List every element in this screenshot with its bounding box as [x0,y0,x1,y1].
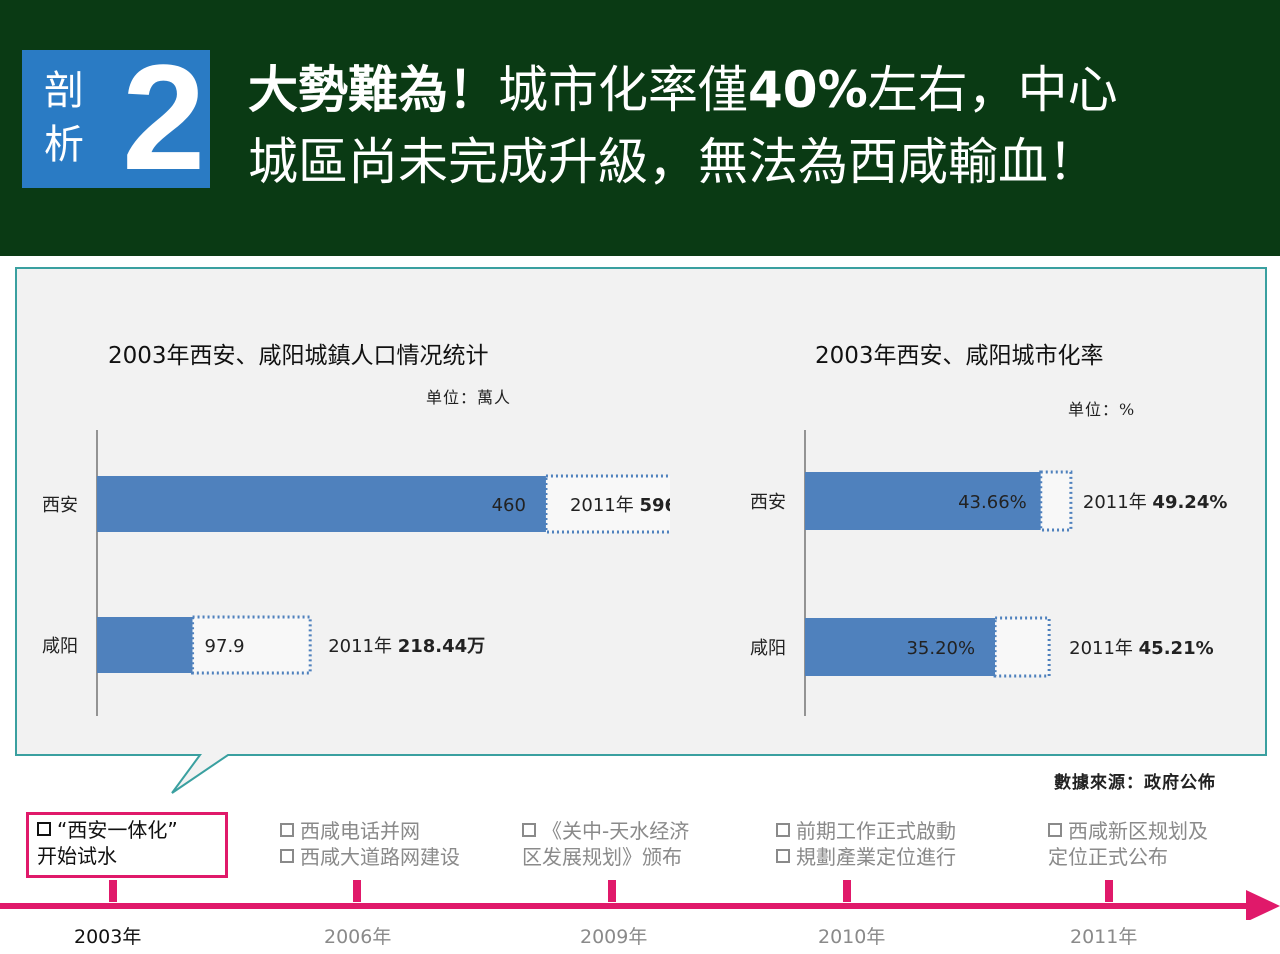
timeline-event-2011: 西咸新区规划及 定位正式公布 [1048,818,1208,870]
section-badge: 剖 析 2 [22,42,210,192]
timeline-tick [608,880,616,902]
data-label-2011-year: 2011年 [1069,638,1139,659]
population-chart-unit: 单位：萬人 [426,388,512,407]
timeline-event-2010: 前期工作正式啟動 規劃產業定位進行 [776,818,956,870]
data-label-2011-value: 49.24% [1152,492,1227,513]
checkbox-icon [776,823,790,837]
category-label: 咸阳 [750,638,786,659]
checkbox-icon [280,823,294,837]
checkbox-icon [522,823,536,837]
event-line: 規劃產業定位進行 [776,844,956,870]
category-label: 咸阳 [42,636,78,657]
data-label-2011-value: 596.8万 [639,495,670,516]
title-line-1: 大勢難為！城市化率僅40%左右，中心 [248,54,1258,126]
data-label-2011: 2011年 218.44万 [328,636,485,657]
checkbox-icon [776,849,790,863]
data-label-2011: 2011年 49.24% [1083,492,1228,513]
title-bold-part: 大勢難為！ [248,61,498,119]
bar-2011-outline [191,615,312,675]
urbanization-chart-title: 2003年西安、咸阳城市化率 [815,343,1104,369]
timeline-tick [109,880,117,902]
bar-2003 [97,476,546,532]
timeline-tick [843,880,851,902]
category-label: 西安 [42,495,78,516]
page-title: 大勢難為！城市化率僅40%左右，中心 城區尚未完成升級，無法為西咸輸血！ [248,54,1258,198]
title-part: 城市化率僅 [498,61,748,119]
header-banner: 剖 析 2 大勢難為！城市化率僅40%左右，中心 城區尚未完成升級，無法為西咸輸… [0,0,1280,256]
data-source: 數據來源：政府公佈 [1054,773,1216,793]
timeline-tick [1105,880,1113,902]
population-chart-title: 2003年西安、咸阳城鎮人口情况统计 [108,343,489,369]
bar-2011-outline [1039,470,1073,532]
title-part: 左右，中心 [867,61,1118,119]
data-label-2003: 460 [492,495,526,516]
event-line: 《关中-天水经济 [522,818,689,844]
timeline-year-2006: 2006年 [324,926,392,948]
badge-char-2: 析 [44,122,84,168]
badge-chars: 剖 析 [44,64,84,172]
data-label-2011-value: 45.21% [1139,638,1214,659]
data-label-2011-year: 2011年 [1083,492,1153,513]
event-line: 西咸大道路网建设 [280,844,460,870]
checkbox-icon [37,822,51,836]
timeline-year-2010: 2010年 [818,926,886,948]
checkbox-icon [1048,823,1062,837]
data-label-2003: 97.9 [205,636,245,657]
bar-2003 [97,617,193,673]
event-line: 西咸新区规划及 [1048,818,1208,844]
data-label-2011: 2011年 45.21% [1069,638,1214,659]
population-bar-chart: 西安 460 2011年 596.8万咸阳 97.9 2011年 218.44万 [42,430,670,716]
timeline-event-2006: 西咸电话并网 西咸大道路网建设 [280,818,460,870]
timeline-tick [353,880,361,902]
timeline-event-2009: 《关中-天水经济 区发展规划》颁布 [522,818,689,870]
timeline-axis [0,880,1280,920]
title-highlight-percent: 40% [748,61,868,119]
timeline-year-2009: 2009年 [580,926,648,948]
event-line: 前期工作正式啟動 [776,818,956,844]
data-label-2011-year: 2011年 [570,495,640,516]
badge-number: 2 [122,33,206,201]
data-label-2011-year: 2011年 [328,636,398,657]
title-line-2: 城區尚未完成升級，無法為西咸輸血！ [248,133,1098,191]
event-line: 开始试水 [37,844,117,868]
event-line: “西安一体化” [37,817,217,843]
badge-char-1: 剖 [44,68,84,114]
bar-2003 [805,618,996,676]
event-line: 定位正式公布 [1048,845,1168,869]
urbanization-chart-unit: 单位：% [1068,400,1136,419]
event-line: 区发展规划》颁布 [522,845,682,869]
data-label-2011-value: 218.44万 [398,636,485,657]
data-label-2003: 35.20% [906,638,975,659]
bar-2011-outline [544,474,670,534]
bar-2003 [805,472,1041,530]
checkbox-icon [280,849,294,863]
timeline-year-2011: 2011年 [1070,926,1138,948]
data-label-2003: 43.66% [958,492,1027,513]
event-line: 西咸电话并网 [280,818,460,844]
category-label: 西安 [750,492,786,513]
urbanization-bar-chart: 西安 43.66% 2011年 49.24% 咸阳 35.20% 2011年 45.21% [750,430,1228,716]
data-label-2011: 2011年 596.8万 [570,495,670,516]
bar-2011-outline [993,616,1051,678]
timeline-year-2003: 2003年 [74,926,142,948]
timeline-arrow-icon [1246,890,1280,920]
timeline-event-2003: “西安一体化” 开始试水 [26,812,228,878]
